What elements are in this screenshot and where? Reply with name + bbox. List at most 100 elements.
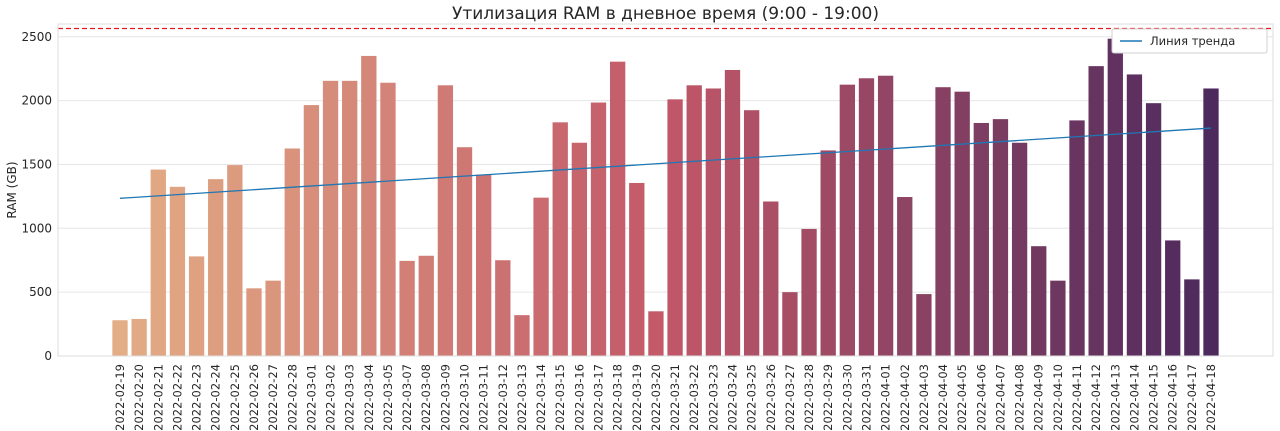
bar: [342, 80, 358, 357]
x-tick-label: 2022-02-21: [151, 364, 165, 431]
x-tick-label: 2022-03-08: [419, 364, 433, 431]
bar: [131, 318, 147, 356]
x-tick-label: 2022-02-28: [285, 364, 299, 431]
bar: [782, 292, 798, 356]
bar: [1011, 142, 1028, 356]
x-tick-label: 2022-04-10: [1051, 364, 1065, 431]
legend-box: [1111, 28, 1268, 54]
bar: [1069, 120, 1085, 357]
x-tick-label: 2022-03-04: [362, 364, 376, 431]
x-tick-label: 2022-03-07: [400, 364, 414, 431]
y-tick-label: 1500: [21, 157, 52, 171]
x-tick-label: 2022-04-15: [1147, 364, 1161, 431]
bar: [437, 85, 454, 357]
bar: [629, 182, 645, 356]
x-tick-label: 2022-03-13: [515, 364, 529, 431]
bar: [801, 228, 817, 356]
bar: [188, 256, 205, 356]
x-tick-label: 2022-04-13: [1108, 364, 1122, 431]
x-tick-label: 2022-02-24: [209, 364, 223, 431]
x-tick-label: 2022-04-07: [993, 364, 1007, 431]
bar: [322, 80, 339, 357]
x-tick-label: 2022-03-20: [649, 364, 663, 431]
bar: [150, 169, 166, 356]
bar: [705, 88, 722, 356]
bar: [954, 91, 970, 356]
x-tick-label: 2022-03-12: [496, 364, 510, 431]
x-tick-label: 2022-03-03: [343, 364, 357, 431]
bar: [246, 288, 262, 356]
y-tick-label: 1000: [21, 221, 52, 235]
bar: [916, 294, 932, 356]
bars: [112, 38, 1219, 357]
legend-trend-label: Линия тренда: [1150, 34, 1235, 48]
x-tick-label: 2022-04-06: [974, 364, 988, 431]
x-tick-label: 2022-02-20: [132, 364, 146, 431]
x-tick-label: 2022-03-19: [630, 364, 644, 431]
bar: [533, 197, 549, 356]
y-ticks: 0 500 1000 1500 2000 2500: [21, 30, 52, 363]
x-tick-label: 2022-03-14: [534, 364, 548, 431]
bar: [418, 255, 434, 356]
bar: [1031, 246, 1047, 356]
x-tick-label: 2022-03-01: [304, 364, 318, 431]
bar: [1184, 279, 1200, 356]
bar: [667, 99, 683, 356]
bar: [763, 201, 779, 356]
x-tick-label: 2022-02-19: [113, 364, 127, 431]
bar: [284, 148, 300, 356]
x-tick-label: 2022-03-17: [592, 364, 606, 431]
bar: [399, 260, 415, 356]
bar: [877, 75, 894, 356]
bar: [1088, 66, 1104, 356]
x-tick-label: 2022-03-25: [745, 364, 759, 431]
bar: [208, 179, 224, 356]
x-tick-label: 2022-02-25: [228, 364, 242, 431]
x-tick-label: 2022-04-11: [1070, 364, 1084, 431]
chart-title: Утилизация RAM в дневное время (9:00 - 1…: [452, 4, 879, 24]
x-tick-label: 2022-03-11: [477, 364, 491, 431]
bar: [456, 147, 473, 356]
bar: [361, 55, 377, 357]
x-tick-label: 2022-02-23: [190, 364, 204, 431]
y-axis-label: RAM (GB): [5, 161, 19, 218]
bar: [992, 119, 1009, 356]
x-tick-label: 2022-04-16: [1166, 364, 1180, 431]
bar: [495, 260, 511, 356]
bar: [1050, 280, 1066, 356]
bar: [1126, 74, 1143, 356]
x-tick-label: 2022-03-29: [821, 364, 835, 431]
x-tick-label: 2022-03-15: [553, 364, 567, 431]
y-tick-label: 2500: [21, 30, 52, 44]
y-tick-label: 500: [29, 285, 52, 299]
x-tick-label: 2022-04-04: [936, 364, 950, 431]
bar: [380, 82, 396, 356]
bar: [112, 320, 128, 356]
x-tick-label: 2022-03-23: [706, 364, 720, 431]
x-tick-label: 2022-03-16: [572, 364, 586, 431]
x-tick-label: 2022-03-24: [725, 364, 739, 431]
bar: [169, 186, 186, 356]
bar: [1203, 88, 1219, 356]
bar: [973, 122, 989, 356]
x-tick-label: 2022-03-22: [687, 364, 701, 431]
x-tick-label: 2022-03-18: [611, 364, 625, 431]
bar: [858, 78, 875, 357]
legend: Линия тренда: [1111, 28, 1268, 54]
x-tick-label: 2022-04-08: [1013, 364, 1027, 431]
x-tick-label: 2022-04-05: [955, 364, 969, 431]
bar: [609, 61, 626, 357]
trend-line: [119, 127, 1212, 199]
x-tick-label: 2022-04-17: [1185, 364, 1199, 431]
x-tick-label: 2022-03-05: [381, 364, 395, 431]
bar: [935, 87, 951, 356]
x-tick-label: 2022-03-10: [458, 364, 472, 431]
bar: [1107, 38, 1123, 356]
x-tick-label: 2022-04-02: [898, 364, 912, 431]
bar: [590, 102, 607, 357]
x-tick-label: 2022-03-26: [764, 364, 778, 431]
bar: [839, 84, 855, 357]
x-tick-label: 2022-04-14: [1127, 364, 1141, 431]
y-tick-label: 0: [44, 349, 52, 363]
